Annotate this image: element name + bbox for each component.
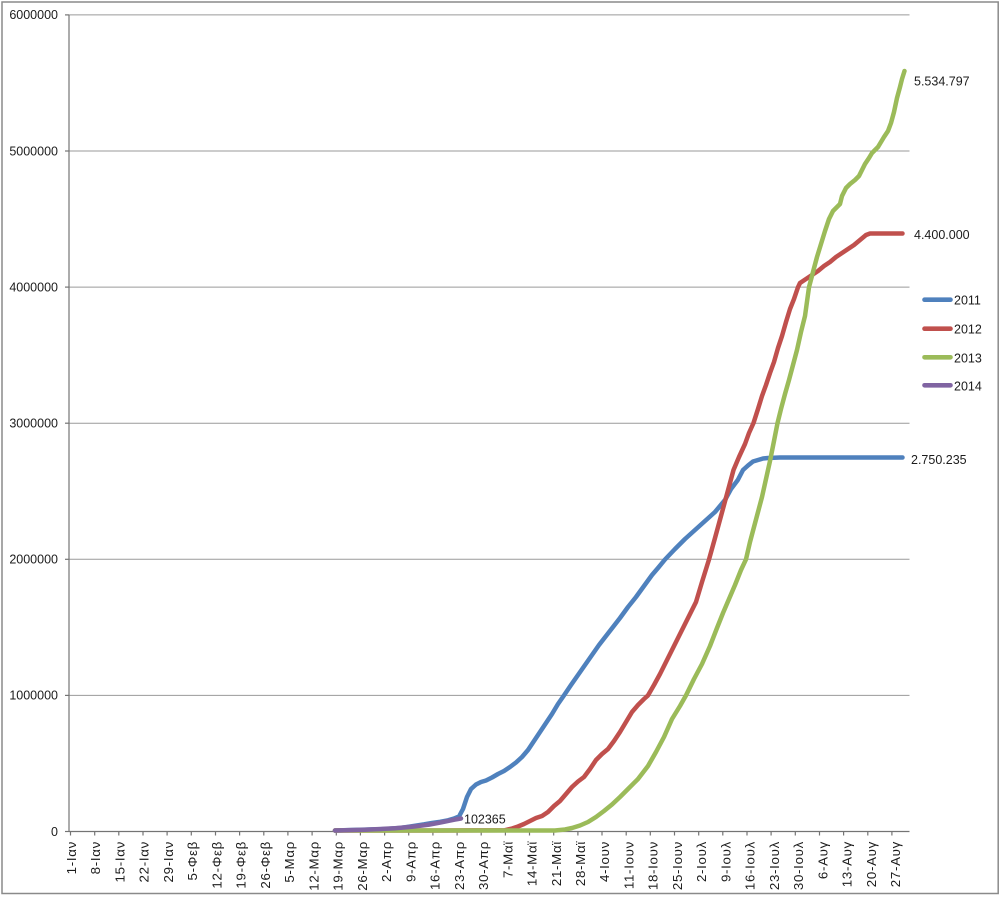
svg-text:5-Μαρ: 5-Μαρ	[282, 841, 297, 883]
svg-text:9-Ιουλ: 9-Ιουλ	[718, 841, 733, 882]
svg-text:28-Μαϊ: 28-Μαϊ	[573, 841, 588, 886]
svg-text:2011: 2011	[954, 294, 981, 308]
svg-text:16-Απρ: 16-Απρ	[428, 841, 443, 890]
svg-text:27-Αυγ: 27-Αυγ	[888, 841, 903, 887]
svg-text:8-Ιαν: 8-Ιαν	[88, 841, 103, 874]
svg-text:15-Ιαν: 15-Ιαν	[113, 841, 128, 882]
svg-text:30-Απρ: 30-Απρ	[476, 841, 491, 890]
svg-text:5-Φεβ: 5-Φεβ	[185, 841, 200, 881]
svg-text:5000000: 5000000	[9, 144, 58, 158]
svg-text:13-Αυγ: 13-Αυγ	[840, 841, 855, 887]
svg-text:19-Μαρ: 19-Μαρ	[331, 841, 346, 891]
svg-text:14-Μαϊ: 14-Μαϊ	[525, 841, 540, 886]
svg-text:2.750.235: 2.750.235	[911, 453, 967, 467]
svg-text:0: 0	[51, 825, 58, 839]
svg-text:12-Φεβ: 12-Φεβ	[209, 841, 224, 889]
svg-text:18-Ιουν: 18-Ιουν	[646, 841, 661, 890]
svg-text:2013: 2013	[954, 351, 982, 365]
svg-text:25-Ιουν: 25-Ιουν	[670, 841, 685, 890]
svg-text:21-Μαϊ: 21-Μαϊ	[549, 841, 564, 886]
svg-text:23-Ιουλ: 23-Ιουλ	[767, 841, 782, 890]
svg-text:2014: 2014	[954, 379, 982, 393]
svg-text:30-Ιουλ: 30-Ιουλ	[791, 841, 806, 890]
svg-text:4000000: 4000000	[9, 280, 58, 294]
svg-text:102365: 102365	[464, 812, 506, 826]
svg-text:22-Ιαν: 22-Ιαν	[137, 841, 152, 882]
svg-text:2012: 2012	[954, 323, 982, 337]
svg-text:26-Μαρ: 26-Μαρ	[355, 841, 370, 891]
svg-text:7-Μαϊ: 7-Μαϊ	[500, 841, 515, 878]
svg-text:20-Αυγ: 20-Αυγ	[864, 841, 879, 887]
svg-text:2-Απρ: 2-Απρ	[379, 841, 394, 882]
svg-text:6-Αυγ: 6-Αυγ	[815, 841, 830, 879]
svg-text:19-Φεβ: 19-Φεβ	[234, 841, 249, 889]
svg-text:12-Μαρ: 12-Μαρ	[306, 841, 321, 891]
svg-text:1000000: 1000000	[9, 689, 58, 703]
svg-text:23-Απρ: 23-Απρ	[452, 841, 467, 890]
svg-text:5.534.797: 5.534.797	[914, 74, 970, 88]
svg-text:6000000: 6000000	[9, 8, 58, 22]
svg-text:26-Φεβ: 26-Φεβ	[258, 841, 273, 889]
svg-text:3000000: 3000000	[9, 417, 58, 431]
svg-text:2-Ιουλ: 2-Ιουλ	[694, 841, 709, 882]
svg-text:4-Ιουν: 4-Ιουν	[597, 841, 612, 882]
svg-text:1-Ιαν: 1-Ιαν	[64, 841, 79, 874]
svg-text:16-Ιουλ: 16-Ιουλ	[743, 841, 758, 890]
svg-text:9-Απρ: 9-Απρ	[403, 841, 418, 882]
svg-text:4.400.000: 4.400.000	[914, 228, 970, 242]
svg-text:11-Ιουν: 11-Ιουν	[622, 841, 637, 889]
svg-text:29-Ιαν: 29-Ιαν	[161, 841, 176, 882]
svg-text:2000000: 2000000	[9, 553, 58, 567]
